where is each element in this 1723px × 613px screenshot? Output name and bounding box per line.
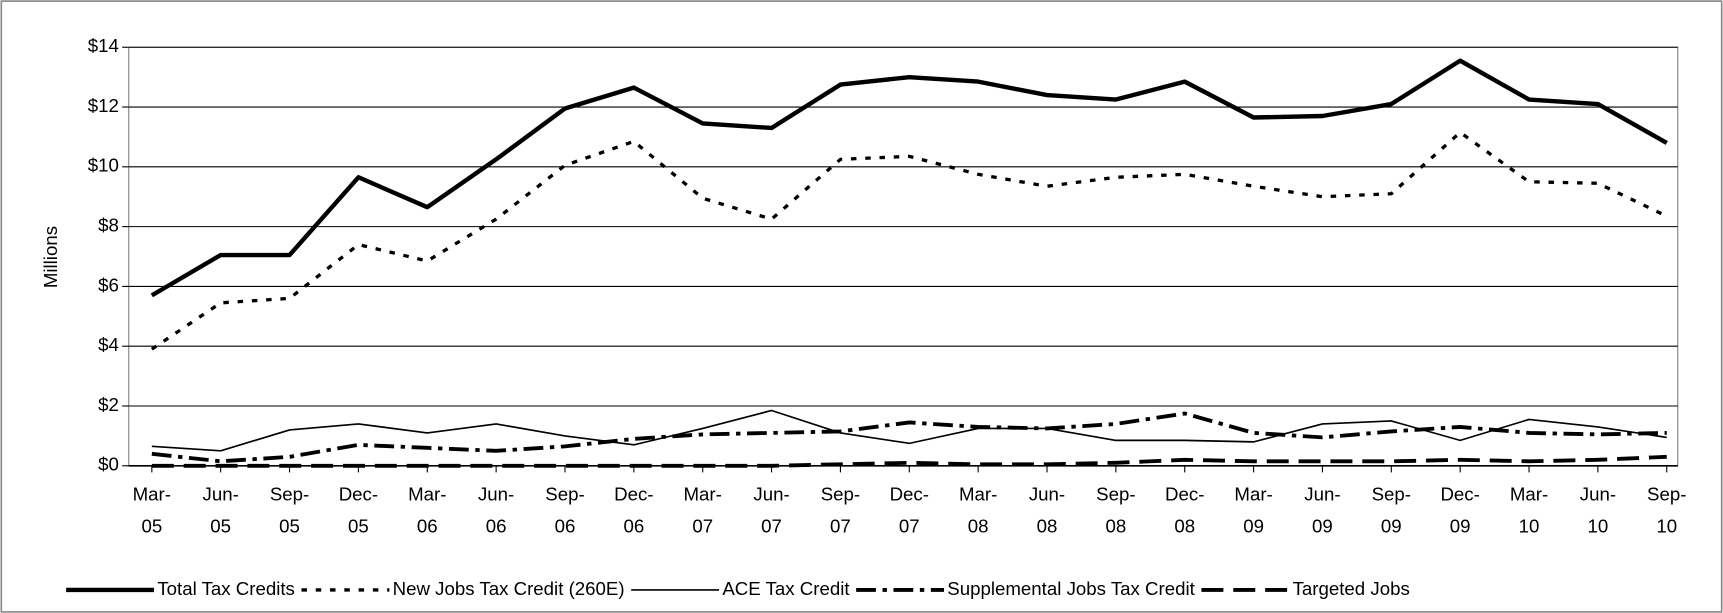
y-tick-label: $0 [98, 454, 119, 475]
x-tick-label: Jun-08 [1029, 483, 1065, 536]
legend-label: New Jobs Tax Credit (260E) [393, 578, 625, 599]
x-tick-label: Mar-06 [408, 483, 446, 536]
x-tick-label: Mar-05 [133, 483, 171, 536]
series-line [150, 130, 1668, 351]
legend-label: Targeted Jobs [1293, 578, 1410, 599]
y-tick-label: $8 [98, 215, 119, 236]
y-tick-label: $2 [98, 394, 119, 415]
y-tick-label: $10 [88, 155, 119, 176]
x-tick-label: Dec-07 [890, 483, 929, 536]
x-tick-label: Dec-08 [1165, 483, 1204, 536]
x-tick-label: Jun-09 [1304, 483, 1340, 536]
legend-label: Total Tax Credits [157, 578, 295, 599]
y-tick-label: $6 [98, 274, 119, 295]
x-tick-label: Sep-10 [1647, 483, 1686, 536]
x-tick-label: Dec-06 [614, 483, 653, 536]
y-tick-label: $14 [88, 35, 119, 56]
legend-label: Supplemental Jobs Tax Credit [947, 578, 1195, 599]
x-tick-label: Jun-07 [753, 483, 789, 536]
series-line [150, 58, 1668, 298]
x-tick-label: Sep-08 [1096, 483, 1135, 536]
x-tick-label: Sep-05 [270, 483, 309, 536]
x-tick-label: Jun-06 [478, 483, 514, 536]
x-tick-label: Sep-09 [1372, 483, 1411, 536]
series-line [151, 454, 1667, 468]
x-tick-label: Sep-07 [821, 483, 860, 536]
legend-label: ACE Tax Credit [722, 578, 850, 599]
series-line [151, 411, 1667, 464]
y-tick-label: $12 [88, 95, 119, 116]
x-tick-label: Sep-06 [545, 483, 584, 536]
y-axis-label: Millions [40, 226, 61, 288]
x-tick-label: Mar-10 [1510, 483, 1548, 536]
x-tick-label: Mar-09 [1234, 483, 1272, 536]
x-tick-label: Mar-07 [684, 483, 722, 536]
x-tick-label: Jun-05 [203, 483, 239, 536]
y-tick-label: $4 [98, 334, 119, 355]
x-tick-label: Mar-08 [959, 483, 997, 536]
x-tick-label: Dec-05 [339, 483, 378, 536]
series-line [151, 409, 1667, 452]
x-tick-label: Dec-09 [1440, 483, 1479, 536]
x-tick-label: Jun-10 [1580, 483, 1616, 536]
